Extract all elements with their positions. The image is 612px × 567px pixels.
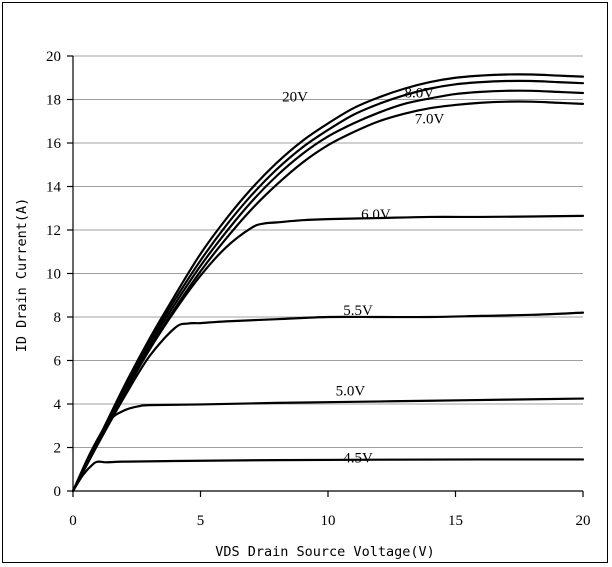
curve-label-20v: 20V	[282, 90, 308, 106]
series-curve-5-5v	[71, 311, 585, 493]
series-curve-8-0v	[71, 79, 585, 493]
series-curve-5-0v	[71, 397, 585, 493]
y-tick-label: 4	[54, 397, 62, 413]
curve-label-7-0v: 7.0V	[415, 111, 445, 127]
series-curve-4-5v	[71, 458, 585, 493]
y-axis-title: ID Drain Current(A)	[14, 198, 30, 352]
curve-label-5-5v: 5.5V	[343, 303, 373, 319]
y-tick-label: 6	[54, 354, 62, 370]
series-curves	[71, 73, 585, 493]
y-tick-label: 8	[54, 310, 62, 326]
y-tick-label: 14	[46, 180, 62, 196]
y-tick-labels: 0 2 4 6 8 10 12 14 16 18 20	[46, 49, 73, 500]
series-curve-unlabeled-2	[71, 89, 585, 493]
curve-label-5-0v: 5.0V	[336, 383, 366, 399]
series-curve-6-0v	[71, 214, 585, 493]
y-tick-label: 10	[46, 267, 61, 283]
series-curve-20v	[71, 73, 585, 493]
x-tick-label: 15	[448, 513, 463, 529]
gridlines	[73, 55, 583, 448]
x-tick-label: 20	[576, 513, 591, 529]
x-tick-label: 0	[69, 513, 77, 529]
curve-labels: 20V 8.0V 7.0V 6.0V 5.5V 5.0V 4.5V	[282, 85, 444, 466]
y-tick-label: 0	[54, 484, 62, 500]
x-tick-labels: 0 5 10 15 20	[69, 491, 591, 529]
y-tick-label: 20	[46, 49, 61, 65]
x-axis-title: VDS Drain Source Voltage(V)	[215, 544, 434, 560]
y-tick-label: 12	[46, 223, 61, 239]
x-tick-label: 5	[197, 513, 205, 529]
curve-label-4-5v: 4.5V	[343, 451, 373, 467]
x-tick-label: 10	[321, 513, 336, 529]
curve-label-8-0v: 8.0V	[405, 85, 435, 101]
curve-label-6-0v: 6.0V	[361, 207, 391, 223]
chart-frame	[2, 2, 608, 563]
y-tick-label: 16	[46, 136, 62, 152]
series-curve-7-0v	[71, 100, 585, 493]
y-tick-label: 18	[46, 93, 61, 109]
y-tick-label: 2	[54, 441, 62, 457]
